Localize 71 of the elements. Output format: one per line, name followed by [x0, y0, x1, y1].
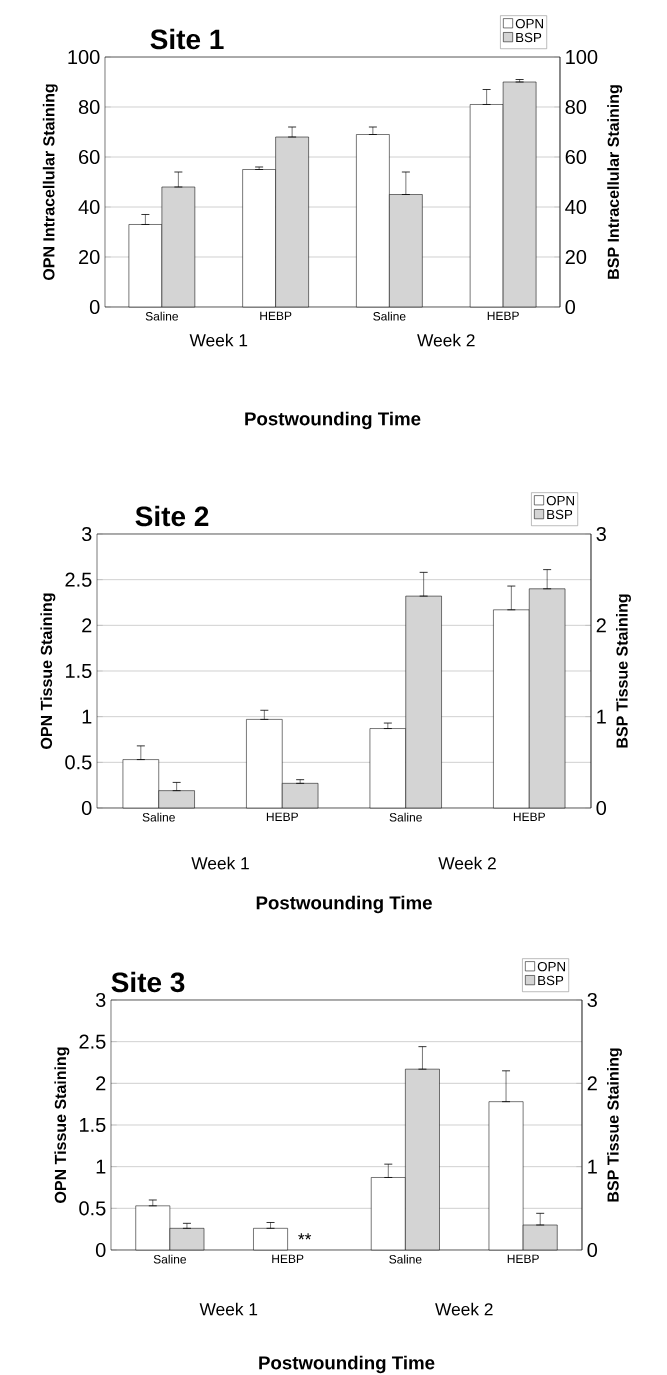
y-axis-title: OPN Tissue Staining: [54, 1047, 70, 1203]
y2-tick-label: 3: [596, 526, 606, 542]
legend-label: OPN: [537, 961, 565, 972]
y2-axis-title: BSP Intracellular Staining: [607, 85, 623, 279]
y2-tick-label: 80: [565, 99, 587, 115]
x-axis-title: Postwounding Time: [256, 895, 432, 914]
x-tick-label: HEBP: [513, 812, 545, 821]
x-axis-title: Postwounding Time: [245, 411, 421, 430]
y-tick-label: 0.5: [79, 1201, 106, 1216]
y-tick-label: 2.5: [79, 1034, 106, 1049]
y-tick-label: 3: [81, 526, 92, 542]
y-tick-label: 2.5: [65, 572, 92, 587]
x-tick-label: HEBP: [507, 1254, 539, 1263]
y-tick-label: 1.5: [80, 1118, 106, 1132]
y-tick-label: 0: [81, 800, 92, 816]
chart-title: Site 1: [150, 28, 224, 50]
text: Week 1: [189, 333, 248, 347]
chart-title: Site 2: [135, 505, 209, 527]
y-tick-label: 1: [96, 1159, 106, 1174]
y-tick-label: 40: [78, 199, 100, 215]
x-tick-label: HEBP: [487, 311, 519, 320]
y2-tick-label: 1: [597, 709, 606, 724]
y-tick-label: 60: [79, 149, 100, 165]
y-tick-label: 0.5: [65, 755, 92, 770]
legend-label: BSP: [538, 975, 564, 986]
legend-label: OPN: [515, 18, 543, 29]
legend-label: BSP: [547, 509, 573, 520]
chart-title: Site 3: [111, 971, 185, 993]
y-tick-label: 2: [82, 618, 92, 633]
x-tick-label: HEBP: [260, 311, 292, 320]
text: Week 2: [417, 333, 475, 347]
y-axis-title: OPN Intracellular Staining: [42, 84, 58, 281]
annotation: **: [298, 1233, 312, 1240]
y-tick-label: 20: [79, 249, 100, 265]
y2-tick-label: 2: [596, 618, 606, 633]
y-tick-label: 2: [96, 1076, 106, 1091]
y2-axis-title: BSP Tissue Staining: [607, 1048, 622, 1202]
x-tick-label: HEBP: [266, 812, 298, 821]
y2-axis-title: BSP Tissue Staining: [615, 594, 631, 748]
y-tick-label: 0: [95, 1242, 106, 1258]
y-tick-label: 100: [68, 49, 100, 65]
y2-tick-label: 0: [565, 299, 576, 315]
y2-tick-label: 40: [565, 199, 587, 215]
y2-tick-label: 3: [587, 992, 597, 1008]
y2-tick-label: 0: [587, 1242, 598, 1258]
x-tick-label: Saline: [373, 311, 406, 321]
y2-tick-label: 60: [565, 149, 587, 165]
y-tick-label: 1: [82, 709, 92, 724]
text: Week 1: [191, 856, 249, 870]
y-tick-label: 3: [95, 992, 106, 1008]
x-tick-label: Saline: [145, 311, 179, 321]
y-tick-label: 0: [89, 299, 100, 315]
x-tick-label: Saline: [142, 812, 175, 822]
y2-tick-label: 2: [587, 1076, 597, 1091]
y2-tick-label: 0: [596, 800, 607, 816]
y2-tick-label: 20: [565, 249, 587, 265]
text: Week 2: [435, 1302, 493, 1316]
y-tick-label: 1.5: [66, 664, 92, 678]
y-axis-title: OPN Tissue Staining: [40, 593, 56, 749]
text: Week 1: [199, 1302, 258, 1316]
x-axis-title: Postwounding Time: [259, 1355, 435, 1374]
legend-label: OPN: [546, 495, 574, 506]
legend-label: BSP: [516, 32, 542, 43]
x-tick-label: Saline: [389, 812, 422, 822]
y2-tick-label: 100: [566, 49, 598, 65]
x-tick-label: Saline: [389, 1254, 422, 1264]
y2-tick-label: 1: [588, 1159, 597, 1174]
x-tick-label: HEBP: [272, 1254, 304, 1263]
text: Week 2: [438, 856, 496, 870]
x-tick-label: Saline: [153, 1254, 187, 1264]
y-tick-label: 80: [78, 99, 100, 115]
